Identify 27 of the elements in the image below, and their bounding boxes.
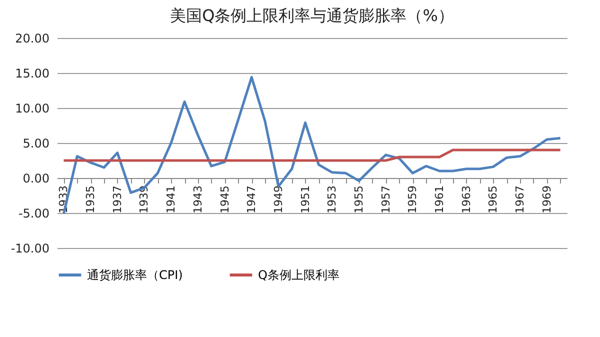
y-tick-label: 5.00 (22, 136, 50, 150)
x-tick-label: 1961 (433, 186, 446, 214)
x-tick-label: 1937 (110, 186, 124, 214)
x-tick-label: 1969 (540, 186, 554, 214)
legend-label: Q条例上限利率 (258, 268, 340, 282)
x-tick-label: 1935 (84, 186, 98, 214)
x-tick-label: 1963 (460, 186, 473, 214)
x-tick-label: 1945 (218, 186, 232, 214)
x-tick-label: 1955 (352, 186, 366, 214)
x-tick-label: 1949 (272, 186, 285, 214)
y-tick-label: 10.00 (15, 102, 50, 116)
x-tick-label: 1941 (164, 186, 178, 214)
x-tick-label: 1947 (245, 186, 258, 214)
y-tick-label: 15.00 (15, 66, 50, 80)
y-tick-label: -10.00 (10, 242, 50, 256)
x-tick-label: 1959 (406, 186, 420, 214)
chart-title: 美国Q条例上限利率与通货膨胀率（%） (170, 6, 454, 25)
y-tick-label: 0.00 (22, 172, 50, 186)
x-tick-label: 1953 (326, 186, 339, 214)
x-tick-label: 1965 (486, 186, 500, 214)
legend-label: 通货膨胀率（CPI) (87, 268, 183, 282)
x-tick-label: 1951 (298, 186, 312, 214)
x-tick-label: 1967 (514, 186, 527, 214)
y-tick-label: -5.00 (18, 206, 50, 220)
y-tick-label: 20.00 (15, 32, 50, 46)
x-tick-label: 1957 (379, 186, 392, 214)
x-tick-label: 1943 (191, 186, 204, 214)
